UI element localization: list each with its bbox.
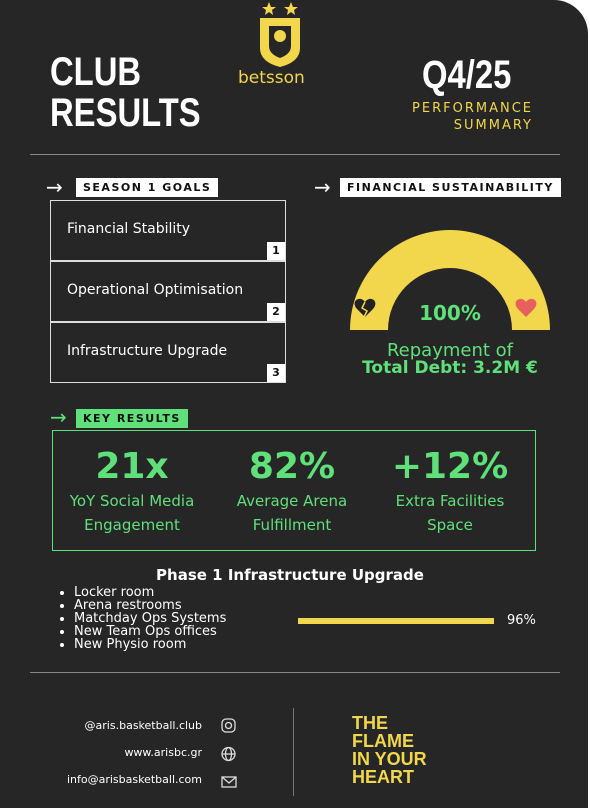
slogan-line: FLAME [352, 731, 414, 751]
goal-number: 3 [267, 364, 285, 382]
slogan-line: IN YOUR [352, 749, 427, 769]
stat: +12% Extra Facilities Space [370, 445, 530, 537]
contact: info@arisbasketball.com [66, 773, 202, 786]
divider [30, 672, 560, 673]
phase-item: Locker room [74, 586, 226, 599]
subtitle-line: SUMMARY [453, 118, 533, 133]
section-heading: SEASON 1 GOALS [76, 178, 219, 197]
phase-item: Matchday Ops Systems [74, 612, 226, 625]
divider [293, 708, 294, 796]
stat-label: Engagement [84, 516, 180, 534]
goal-box: Financial Stability 1 [50, 200, 286, 261]
section-heading: KEY RESULTS [76, 409, 188, 428]
contact: www.arisbc.gr [124, 746, 202, 759]
stat-label: Extra Facilities [395, 492, 505, 510]
phase-title: Phase 1 Infrastructure Upgrade [156, 566, 424, 584]
goal-label: Operational Optimisation [67, 282, 244, 298]
key-results-box [52, 430, 536, 551]
phase-item: Arena restrooms [74, 599, 226, 612]
stat-value: 21x [95, 446, 169, 487]
gauge [350, 230, 550, 330]
goal-box: Operational Optimisation 2 [50, 261, 286, 322]
phase-item: New Physio room [74, 638, 226, 651]
phase-item: New Team Ops offices [74, 625, 226, 638]
stat-label: Fulfillment [252, 516, 332, 534]
slogan: THE FLAME IN YOUR HEART [352, 714, 427, 786]
progress-bar [298, 618, 494, 624]
title-line: CLUB [50, 50, 142, 94]
subtitle-line: PERFORMANCE [412, 101, 533, 116]
caption-line: Total Debt: 3.2M € [362, 358, 538, 378]
stat-value: 82% [248, 446, 336, 487]
section-heading: FINANCIAL SUSTAINABILITY [340, 178, 561, 197]
goal-label: Financial Stability [67, 221, 191, 237]
arrow-icon: → [314, 175, 331, 199]
stat-label: Space [427, 516, 473, 534]
stat-label: YoY Social Media [69, 492, 195, 510]
caption-line: Repayment of [386, 340, 514, 361]
arrow-icon: → [50, 405, 67, 429]
arrow-icon: → [46, 175, 63, 199]
contact: @aris.basketball.club [84, 719, 202, 732]
club-logo [260, 2, 300, 67]
stat: 82% Average Arena Fulfillment [212, 445, 372, 537]
divider [30, 154, 560, 155]
progress-label: 96% [507, 613, 536, 628]
gauge-percent: 100% [419, 301, 481, 325]
goal-number: 2 [267, 303, 285, 321]
slogan-line: THE [352, 713, 388, 733]
goal-box: Infrastructure Upgrade 3 [50, 322, 286, 383]
stat: 21x YoY Social Media Engagement [52, 445, 212, 537]
phase-list: Locker roomArena restroomsMatchday Ops S… [58, 586, 226, 651]
goal-label: Infrastructure Upgrade [67, 343, 228, 359]
slogan-line: HEART [352, 767, 414, 787]
stat-label: Average Arena [236, 492, 348, 510]
contact-icons [221, 718, 237, 788]
sponsor: betsson [238, 68, 305, 88]
period: Q4/25 [422, 53, 512, 97]
goal-number: 1 [267, 242, 285, 260]
title-line: RESULTS [50, 91, 201, 135]
stat-value: +12% [391, 446, 509, 487]
